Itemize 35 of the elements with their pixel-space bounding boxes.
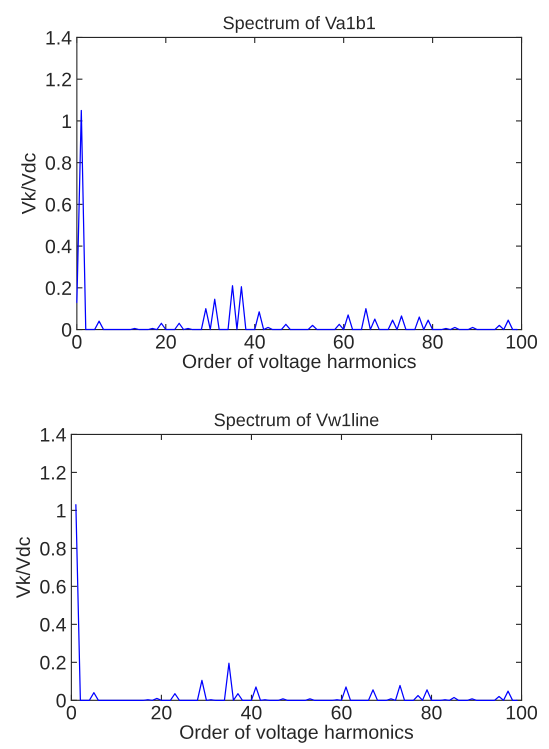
x-axis-title: Order of voltage harmonics — [180, 724, 414, 743]
x-tick-label: 80 — [422, 334, 443, 349]
y-tick-label: 1 — [62, 114, 72, 128]
y-tick-label: 0.4 — [40, 618, 66, 632]
line-series — [75, 504, 518, 701]
y-tick-label: 0.8 — [46, 156, 72, 170]
chart-title: Spectrum of Vw1line — [214, 413, 378, 430]
y-tick-label: 1.4 — [40, 428, 66, 442]
y-tick-label: 0.6 — [40, 580, 66, 594]
x-tick-label: 60 — [334, 334, 354, 349]
x-tick-label: 100 — [506, 706, 538, 720]
y-tick-label: 0.2 — [40, 656, 66, 670]
y-tick-label: 0 — [56, 694, 66, 708]
y-tick-label: 1 — [57, 504, 66, 518]
y-tick-label: 0.6 — [46, 198, 72, 212]
x-tick-label: 60 — [332, 706, 352, 720]
line-series — [76, 110, 518, 330]
chart-title: Spectrum of Va1b1 — [223, 16, 375, 33]
y-tick-label: 0.4 — [46, 240, 72, 254]
x-tick-label: 80 — [422, 706, 442, 720]
x-tick-label: 100 — [506, 334, 538, 349]
y-tick-label: 0.2 — [46, 281, 72, 296]
x-tick-label: 40 — [244, 334, 265, 349]
x-axis-title: Order of voltage harmonics — [182, 354, 416, 372]
x-tick-label: 20 — [156, 334, 176, 349]
x-tick-label: 0 — [72, 334, 82, 349]
y-tick-label: 0 — [62, 323, 72, 337]
y-axis-title: Vk/Vdc — [21, 153, 36, 214]
y-axis-title: Vk/Vdc — [16, 537, 30, 598]
y-tick-label: 1.2 — [46, 72, 72, 86]
x-tick-label: 40 — [241, 706, 262, 720]
y-tick-label: 1.2 — [40, 466, 66, 480]
y-tick-label: 0.8 — [40, 542, 66, 556]
x-tick-label: 20 — [152, 706, 172, 720]
y-tick-label: 1.4 — [46, 31, 72, 44]
